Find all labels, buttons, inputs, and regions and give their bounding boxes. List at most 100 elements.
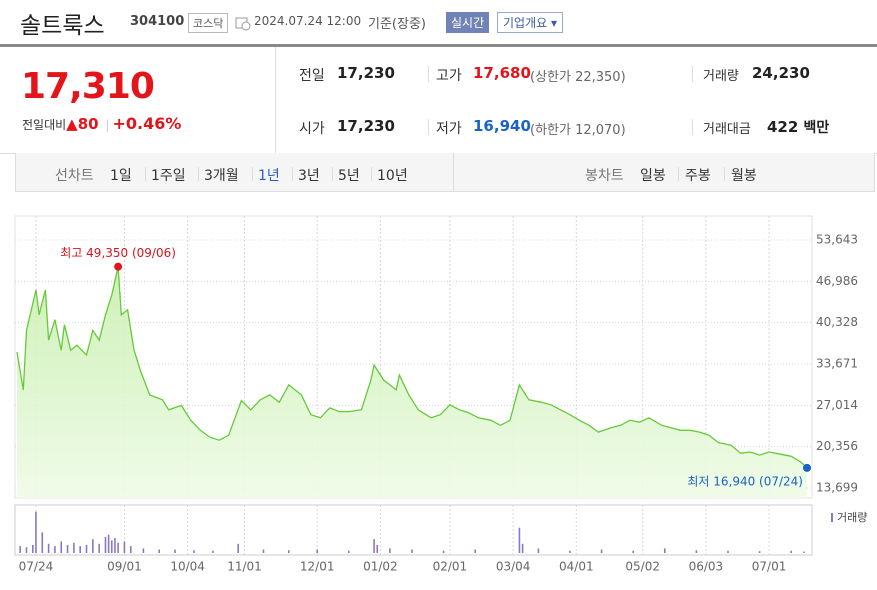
volume-bar: [237, 543, 239, 553]
stat-value: 17,680: [473, 64, 531, 82]
stock-code: 304100: [130, 14, 185, 29]
divider: [292, 167, 293, 181]
x-tick-label: 11/01: [227, 560, 262, 574]
volume-bar: [664, 548, 666, 553]
basis: 기준(장중): [368, 17, 426, 32]
volume-bar: [47, 543, 50, 553]
volume-bar: [790, 550, 792, 553]
stat-label: 저가: [436, 121, 462, 137]
tab[interactable]: 3년: [298, 168, 320, 184]
stat-unit: 백만: [803, 120, 830, 136]
volume-bar: [25, 547, 28, 553]
change-rate: +0.46%: [112, 114, 182, 133]
stat-label: 고가: [436, 68, 462, 84]
volume-bar: [85, 544, 88, 553]
volume-bar: [114, 538, 116, 553]
divider: [332, 167, 333, 181]
volume-bar: [521, 543, 524, 553]
y-tick-label: 27,014: [816, 398, 858, 412]
company-button[interactable]: 기업개요 ▾: [497, 12, 564, 33]
volume-bar: [35, 511, 37, 553]
change-label: 전일대비: [22, 118, 67, 132]
y-tick-label: 53,643: [816, 233, 858, 247]
tab[interactable]: 1년: [258, 168, 280, 184]
volume-bar: [60, 541, 63, 553]
volume-bar: [158, 549, 160, 553]
divider: [678, 167, 679, 181]
stock-name: 솔트룩스: [20, 13, 105, 39]
volume-bar: [411, 549, 413, 553]
tab[interactable]: 월봉: [731, 168, 757, 184]
stat-label: 거래대금: [703, 122, 751, 137]
tab[interactable]: 1주일: [151, 168, 186, 184]
volume-bar: [79, 546, 81, 553]
tab[interactable]: 10년: [377, 168, 408, 184]
divider: [145, 167, 146, 181]
volume-bar: [174, 549, 176, 553]
volume-bar: [518, 527, 521, 553]
tab[interactable]: 주봉: [685, 168, 711, 184]
divider: [198, 167, 199, 181]
divider: [692, 119, 693, 135]
x-tick-label: 09/01: [107, 560, 142, 574]
volume-bar: [193, 550, 195, 553]
x-tick-label: 01/02: [363, 560, 398, 574]
tab[interactable]: 5년: [338, 168, 360, 184]
volume-bar: [41, 532, 44, 553]
y-tick-label: 33,671: [816, 357, 858, 371]
volume-bar: [111, 540, 113, 553]
volume-bar: [287, 550, 290, 553]
header-rule: [0, 44, 877, 47]
volume-bar: [129, 546, 132, 553]
realtime-badge[interactable]: 실시간: [446, 12, 490, 33]
chart: 13,699 20,356 27,014 33,671 40,328 46,986 53,6…: [14, 215, 867, 574]
tab[interactable]: 3개월: [204, 168, 239, 184]
tab[interactable]: 일봉: [640, 168, 666, 184]
tab-label: 봉차트: [585, 168, 624, 184]
change-row: 전일대비▲80 | +0.46%: [22, 114, 182, 133]
volume-bar: [123, 541, 126, 553]
divider: [371, 167, 372, 181]
volume-bar: [376, 544, 379, 553]
volume-bar: [695, 550, 698, 553]
volume-bar: [348, 550, 350, 553]
y-tick-label: 13,699: [816, 481, 858, 495]
stat-value: 24,230: [752, 64, 810, 82]
tab-bar: [15, 153, 875, 192]
x-tick-label: 12/01: [300, 560, 335, 574]
stat-value: 17,230: [337, 117, 395, 135]
volume-bar: [117, 542, 119, 553]
clock-icon: [235, 17, 251, 31]
volume-bar: [758, 551, 761, 553]
divider: [275, 47, 276, 153]
legend-swatch: [831, 513, 833, 522]
volume-bar: [389, 548, 391, 553]
volume-bar: [262, 549, 265, 553]
volume-bar: [73, 542, 75, 553]
volume-bar: [600, 549, 603, 553]
stat-label: 전일: [299, 68, 325, 84]
volume-frame: [14, 504, 813, 556]
volume-bar: [316, 549, 318, 553]
stat-value-number: 422: [767, 118, 799, 136]
volume-bar: [32, 544, 34, 553]
volume-bar: [107, 534, 110, 553]
high-label: 최고 49,350 (09/06): [60, 246, 176, 260]
stat-label: 거래량: [703, 69, 739, 84]
tab[interactable]: 1일: [110, 168, 132, 184]
x-tick-label: 07/24: [19, 560, 54, 574]
volume-bar: [569, 550, 571, 553]
stat-value: 422 백만: [767, 117, 829, 137]
x-tick-label: 02/01: [433, 560, 468, 574]
market-badge: 코스닥: [188, 13, 229, 33]
divider: [428, 66, 429, 82]
volume-bar: [212, 550, 214, 553]
divider: [428, 119, 429, 135]
divider: [724, 167, 725, 181]
high-marker: [114, 262, 123, 271]
x-tick-label: 07/01: [752, 560, 787, 574]
divider: [252, 167, 253, 181]
line: [16, 266, 808, 469]
